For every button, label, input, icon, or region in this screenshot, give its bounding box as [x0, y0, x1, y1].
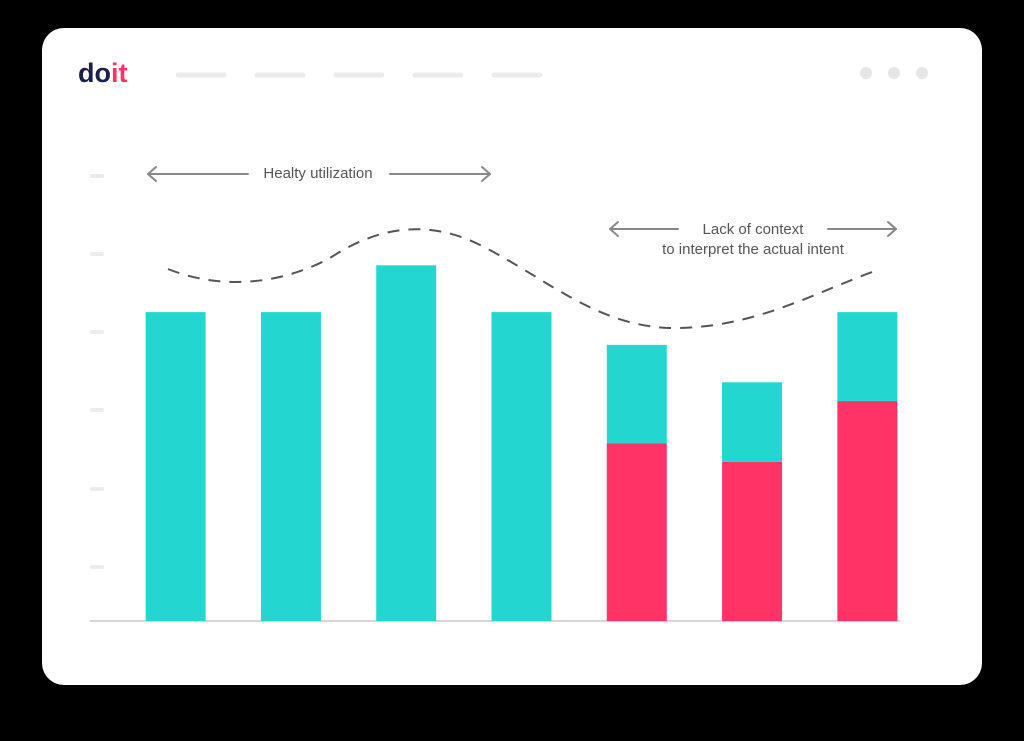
- annotation: to interpret the actual intent: [662, 241, 845, 258]
- bar-segment: [606, 344, 667, 444]
- axis-dashes: [90, 174, 104, 569]
- logo-it: it: [111, 58, 128, 88]
- annotation: Lack of context: [703, 221, 805, 238]
- trend-curve: [167, 228, 879, 330]
- annotation: Healty utilization: [263, 165, 372, 182]
- bar-segment: [837, 312, 898, 402]
- bar-segment: [837, 401, 898, 621]
- bar-segment: [491, 312, 552, 621]
- bar-segment: [722, 382, 783, 462]
- bar-segment: [722, 461, 783, 621]
- bar-segment: [260, 312, 321, 621]
- bar-segment: [145, 312, 206, 621]
- logo-do: do: [78, 58, 111, 88]
- window-dots: [860, 67, 928, 79]
- bar-segment: [606, 443, 667, 621]
- bar-segment: [376, 265, 437, 621]
- logo: doit: [78, 58, 128, 88]
- arrows: [147, 166, 897, 237]
